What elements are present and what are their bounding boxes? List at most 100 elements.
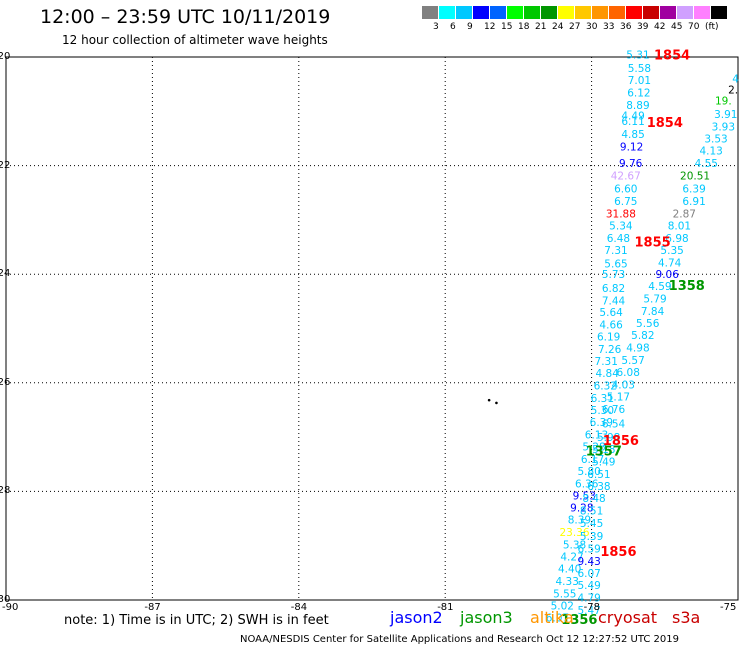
pass-time-label: 1856 (603, 434, 639, 449)
wave-height-label: 5.18 (592, 444, 615, 456)
wave-height-label: 5.30 (591, 405, 614, 417)
wave-height-label: 6.17 (581, 454, 604, 466)
colorbar-label: 42 (654, 22, 666, 32)
wave-height-label: 9.06 (656, 269, 680, 281)
wave-height-label: 8.01 (668, 220, 691, 232)
colorbar-swatch (592, 6, 608, 19)
wave-height-label: 7.31 (604, 245, 627, 257)
wave-height-label: 9.76 (619, 158, 643, 170)
colorbar-label: 21 (535, 22, 547, 32)
wave-height-label: 4.13 (699, 145, 722, 157)
colorbar-label: 36 (620, 22, 632, 32)
wave-height-label: 31.88 (606, 208, 636, 220)
colorbar-label: 12 (484, 22, 496, 32)
wave-height-label: 3.91 (714, 109, 737, 121)
latitude-tick-label: -28 (0, 485, 11, 497)
colorbar-label: 39 (637, 22, 649, 32)
wave-height-label: 5.79 (643, 294, 666, 306)
colorbar-label: 3 (433, 22, 439, 32)
colorbar-swatch (575, 6, 591, 19)
colorbar-swatch (558, 6, 574, 19)
satellite-legend-jason3: jason3 (460, 608, 513, 627)
colorbar-label: (ft) (705, 22, 719, 32)
wave-height-label: 8.39 (568, 515, 591, 527)
wave-height-label: 5.39 (580, 531, 603, 543)
colorbar-swatch (677, 6, 693, 19)
wave-height-label: 19. (715, 95, 732, 107)
wave-height-label: 7.01 (628, 75, 651, 87)
wave-height-label: 7.26 (598, 344, 622, 356)
longitude-tick-label: -75 (720, 602, 737, 613)
colorbar-swatch (422, 6, 438, 19)
colorbar-swatch (626, 6, 642, 19)
latitude-tick-label: -20 (0, 51, 11, 62)
wave-height-label: 5.57 (621, 355, 644, 367)
wave-height-label: 5.35 (660, 245, 683, 257)
wave-height-label: 4.03 (612, 379, 635, 391)
wave-height-label: 5.28 (582, 441, 605, 453)
wave-height-label: 6.82 (602, 283, 625, 295)
longitude-tick-label: -87 (144, 602, 161, 613)
wave-height-label: 6.59 (577, 543, 600, 555)
pass-time-label: 1855 (635, 236, 671, 251)
wave-height-label: 5.17 (607, 391, 630, 403)
longitude-tick-label: -84 (290, 602, 308, 613)
wave-height-label: 6.76 (602, 404, 626, 416)
colorbar-swatch (490, 6, 506, 19)
wave-height-label: 5.65 (604, 258, 627, 270)
wave-height-label: 5.49 (592, 457, 615, 469)
satellite-legend-s3a: s3a (672, 608, 701, 627)
wave-height-label: 5.38 (563, 540, 586, 552)
longitude-tick-label: -78 (583, 602, 600, 613)
wave-height-label: 6.75 (614, 196, 637, 208)
colorbar-label: 18 (518, 22, 530, 32)
wave-height-label: 5.56 (636, 318, 660, 330)
wave-height-label: 5.45 (580, 518, 603, 530)
wave-height-label: 5.31 (626, 49, 649, 61)
wave-height-label: 7.31 (595, 356, 618, 368)
wave-height-label: 8.89 (626, 100, 649, 112)
wave-height-label: 4.49 (621, 111, 644, 123)
colorbar-swatch (660, 6, 676, 19)
wave-height-label: 4.85 (621, 129, 644, 141)
colorbar-swatch (694, 6, 710, 19)
colorbar-swatch (524, 6, 540, 19)
wave-height-label: 4.40 (558, 564, 581, 576)
wave-height-label: 5.82 (631, 330, 654, 342)
colorbar-swatch (541, 6, 557, 19)
wave-height-label: 4.55 (695, 158, 718, 170)
wave-height-label: 2.87 (673, 208, 696, 220)
wave-height-label: 7.84 (641, 306, 665, 318)
colorbar-swatch (609, 6, 625, 19)
colorbar-label: 45 (671, 22, 683, 32)
wave-height-label: 20.51 (680, 170, 710, 182)
colorbar-label: 27 (569, 22, 581, 32)
wave-height-label: 5.58 (628, 63, 651, 75)
wave-height-label: 9.53 (573, 491, 596, 503)
wave-height-label: 4 (732, 74, 739, 86)
wave-height-label: 3.93 (712, 122, 735, 134)
satellite-legend-altika: altika (530, 608, 574, 627)
latitude-tick-label: -24 (0, 268, 11, 280)
wave-height-label: 6.38 (587, 481, 610, 493)
wave-height-label: 5.34 (609, 220, 633, 232)
pass-time-label: 1854 (647, 116, 683, 131)
wave-height-label: 2. (728, 85, 738, 97)
wave-height-label: 5.47 (577, 605, 600, 617)
wave-height-label: 6.11 (621, 116, 644, 128)
wave-height-label: 6.54 (602, 419, 626, 431)
wave-height-label: 6.51 (587, 469, 610, 481)
colorbar-swatch (439, 6, 455, 19)
wave-height-label: 6.19 (597, 332, 620, 344)
map-frame (5, 56, 739, 601)
wave-height-label: 6.39 (682, 183, 705, 195)
wave-height-label: 8.48 (582, 493, 605, 505)
colorbar-swatch (473, 6, 489, 19)
wave-height-label: 4.33 (556, 576, 579, 588)
wave-height-label: 5.64 (599, 307, 623, 319)
colorbar-swatch (711, 6, 727, 19)
wave-height-label: 9.43 (577, 556, 600, 568)
wave-height-label: 5.49 (577, 580, 600, 592)
pass-time-label: 1358 (669, 279, 705, 294)
